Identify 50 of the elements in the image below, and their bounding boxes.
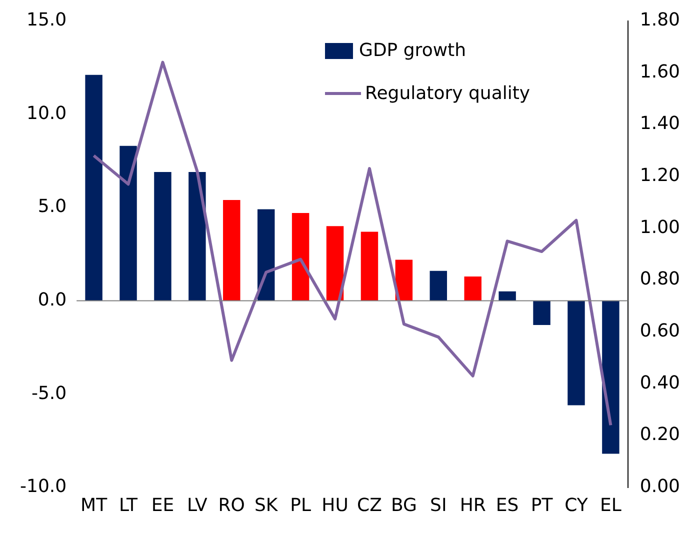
bar <box>430 270 448 301</box>
bar <box>223 200 240 301</box>
legend-label: Regulatory quality <box>365 83 530 104</box>
x-tick-label: CY <box>564 494 589 516</box>
bar <box>154 172 172 301</box>
bar <box>257 209 275 301</box>
bar <box>602 300 620 454</box>
bar <box>498 291 516 301</box>
y2-tick-label: 0.00 <box>640 476 680 498</box>
bar <box>464 276 482 301</box>
bar <box>568 300 585 406</box>
y2-tick-label: 1.00 <box>640 216 680 238</box>
bar <box>360 232 378 301</box>
y-tick-label: 15.0 <box>26 9 67 30</box>
x-tick-label: RO <box>218 494 245 516</box>
y2-tick-label: 0.40 <box>640 372 680 394</box>
bar <box>395 260 413 301</box>
x-tick-label: ES <box>496 494 519 516</box>
bar <box>85 74 102 301</box>
legend-label: GDP growth <box>359 40 466 61</box>
x-tick-label: BG <box>390 494 417 516</box>
x-tick-label: HU <box>322 494 348 516</box>
y-tick-label: 5.0 <box>38 196 67 218</box>
x-tick-label: LT <box>118 494 139 516</box>
x-tick-label: MT <box>80 494 108 516</box>
y2-tick-label: 0.80 <box>640 268 680 290</box>
y2-tick-label: 1.60 <box>640 61 680 82</box>
x-tick-label: SK <box>254 494 279 516</box>
x-tick-label: LV <box>186 494 208 516</box>
y-tick-label: 0.0 <box>38 289 67 310</box>
bar <box>120 146 137 301</box>
x-tick-label: HR <box>460 494 486 516</box>
bar <box>326 226 344 301</box>
x-tick-label: PL <box>290 494 312 516</box>
x-tick-label: EL <box>600 494 622 516</box>
bar <box>188 172 206 301</box>
x-tick-label: PT <box>530 494 554 516</box>
y-tick-label: -5.0 <box>31 382 67 404</box>
x-tick-label: SI <box>430 494 447 516</box>
y-tick-label: -10.0 <box>20 476 67 498</box>
x-tick-label: CZ <box>357 494 382 516</box>
y-tick-label: 10.0 <box>26 102 67 124</box>
bar <box>533 300 550 326</box>
y2-tick-label: 1.20 <box>640 165 680 186</box>
y2-tick-label: 1.80 <box>640 9 680 30</box>
bar <box>292 213 310 301</box>
x-tick-label: EE <box>151 494 174 516</box>
y2-tick-label: 0.20 <box>640 424 680 446</box>
y2-tick-label: 0.60 <box>640 320 680 342</box>
y2-tick-label: 1.40 <box>640 113 680 134</box>
